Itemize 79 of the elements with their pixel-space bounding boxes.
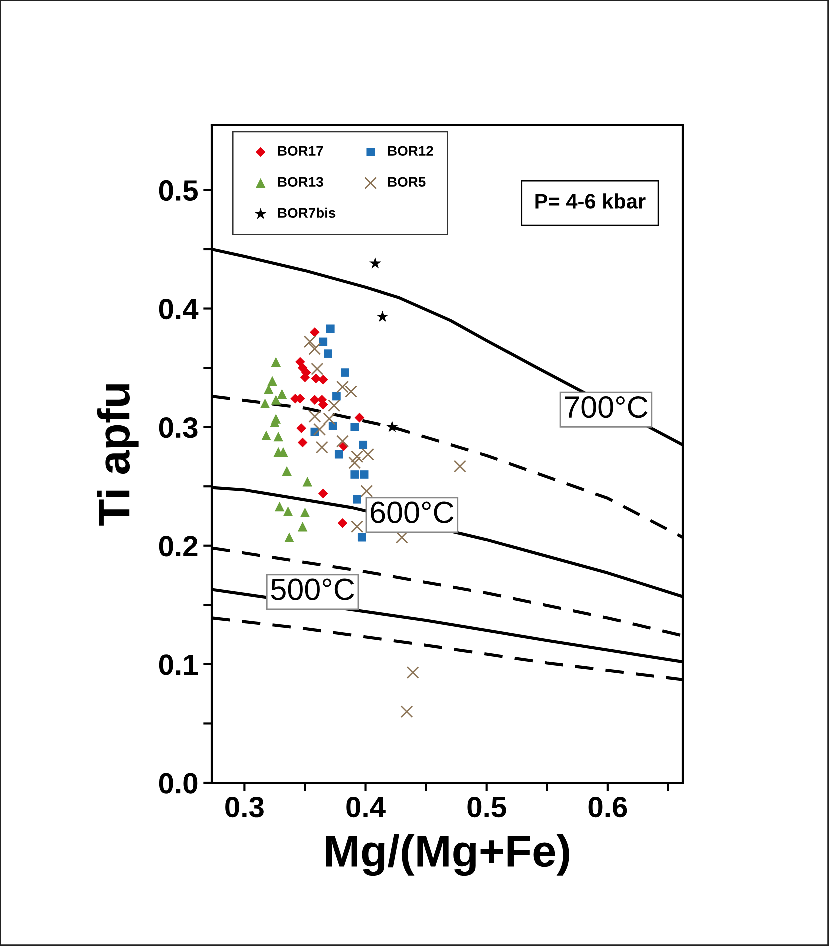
x-axis-title: Mg/(Mg+Fe) [326,834,570,876]
point [328,422,338,430]
point [334,450,344,459]
point [283,506,294,516]
point [304,336,316,348]
point [336,435,350,448]
point [264,384,274,394]
y-axis-title: Ti apfu [97,384,139,526]
point [308,342,322,356]
y-tick-label: 0.5 [159,180,198,202]
point [318,374,328,385]
point [348,456,362,470]
point [354,412,365,423]
y-tick-label: 0.2 [159,536,198,557]
point [324,350,332,358]
annotation: P= 4-6 kbar [536,194,646,209]
point [311,374,322,384]
x-tick-label: 0.6 [588,796,628,818]
point [326,324,335,334]
point [318,488,328,499]
point [350,423,360,432]
point [360,470,369,479]
point [260,398,270,408]
point [314,423,326,436]
point [316,441,328,454]
point [282,466,292,476]
point [311,362,324,376]
point [310,395,320,405]
point [308,410,322,423]
legend-label: BOR5 [388,177,426,188]
point [277,389,288,399]
x-tick-label: 0.3 [226,796,264,818]
point [338,518,348,528]
legend-label: BOR13 [278,177,324,188]
point [400,706,414,718]
point [298,522,308,532]
point [296,424,307,434]
point [274,432,284,442]
y-tick-label: 0.1 [159,654,198,676]
legend-label: BOR7bis [278,208,336,218]
legend-label: BOR17 [278,146,324,156]
point [274,502,285,512]
point [351,520,364,534]
y-tick-label: 0.4 [159,298,199,320]
point [271,357,282,367]
point [323,412,336,426]
point [332,392,341,401]
point [353,495,362,504]
point [344,386,358,398]
point [454,460,466,473]
y-tick-label: 0.0 [159,773,198,794]
point [300,508,310,518]
point [341,368,350,377]
point [358,533,366,542]
point [278,447,288,458]
point [386,421,398,432]
point [370,257,382,269]
point [350,470,360,479]
point [360,485,374,498]
point [268,376,278,386]
point [284,532,294,542]
point [359,440,368,450]
legend-label: BOR12 [388,146,434,156]
point [310,328,320,338]
point [336,380,350,394]
x-tick-label: 0.5 [468,796,506,818]
annotation: 700°C [565,396,648,418]
point [302,477,313,487]
point [376,310,389,322]
x-tick-label: 0.4 [346,796,386,818]
point [406,666,420,679]
annotation: 600°C [371,502,454,524]
point [328,400,341,412]
point [298,438,308,448]
point [262,430,272,440]
point [319,338,328,346]
point [271,395,282,405]
annotation: 500°C [271,578,354,600]
y-tick-label: 0.3 [159,418,198,438]
